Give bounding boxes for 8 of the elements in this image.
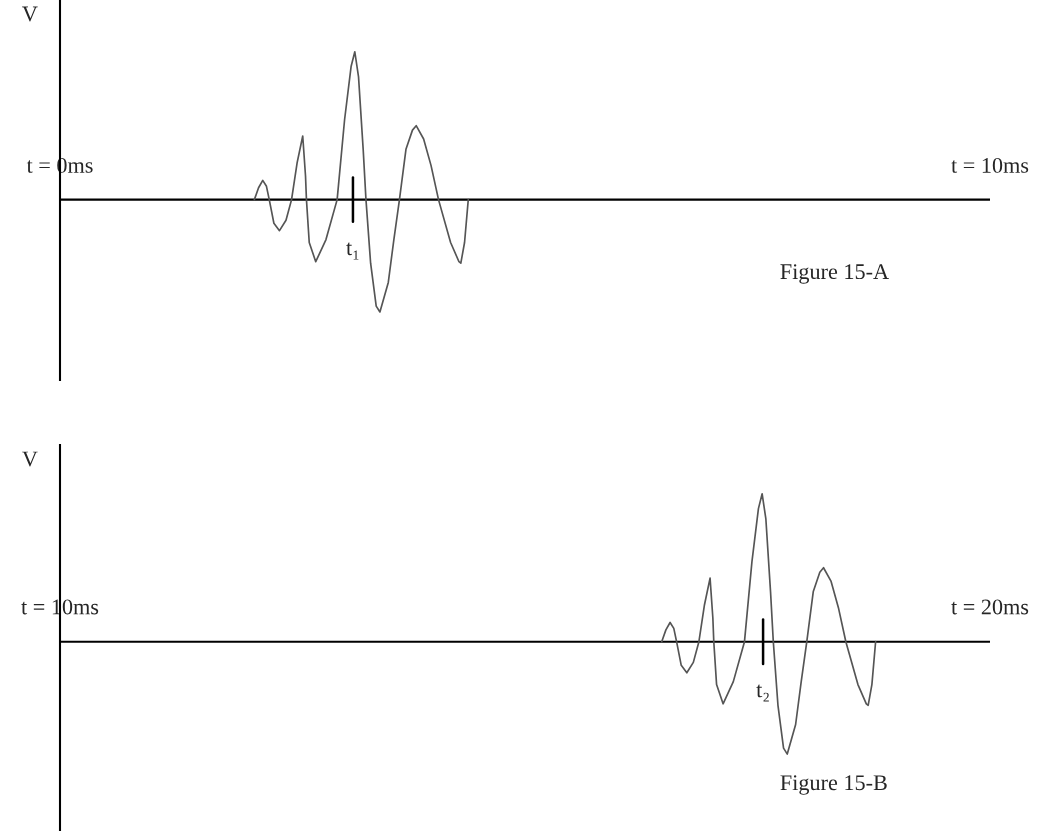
x-tick-label: t = 10ms	[951, 157, 1029, 173]
ref-line-label: t₁	[346, 242, 359, 260]
annotation: Figure 15-A	[780, 264, 889, 284]
caption: Figure 15-B	[780, 775, 887, 795]
x-tick-label: t = 20ms	[951, 599, 1029, 615]
ref-line-label: t₂	[756, 684, 769, 702]
y-axis-title: V	[22, 6, 38, 22]
y-axis-title: V	[22, 451, 38, 467]
